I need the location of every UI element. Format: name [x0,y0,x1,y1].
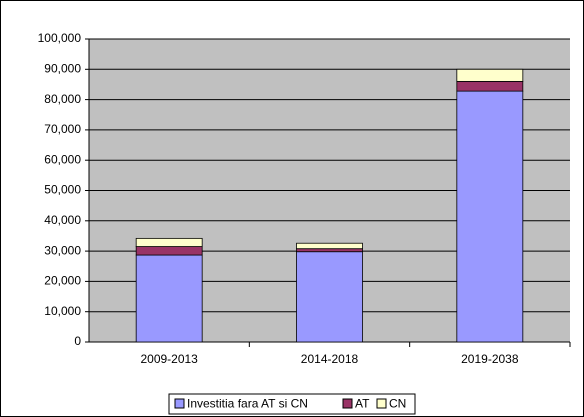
bar-segment [456,68,524,82]
x-tick-label: 2019-2038 [461,352,519,366]
y-tick-label: 30,000 [44,243,81,257]
bar-segment [135,237,203,247]
y-tick-label: 70,000 [44,122,81,136]
bar-segment [456,90,524,343]
legend-box [168,393,416,415]
x-tick-label: 2009-2013 [140,352,198,366]
y-tick-label: 100,000 [38,31,82,45]
y-tick-label: 0 [74,334,81,348]
legend-swatch [376,398,387,409]
legend-label: Investitia fara AT si CN [187,397,308,411]
legend-label: CN [389,397,406,411]
y-tick-label: 10,000 [44,304,81,318]
y-tick-label: 80,000 [44,92,81,106]
bar-segment [456,81,524,92]
y-tick-label: 50,000 [44,183,81,197]
bar-segment [135,246,203,256]
legend-swatch [342,398,353,409]
y-tick-label: 90,000 [44,61,81,75]
bar-segment [296,242,363,250]
x-tick-label: 2014-2018 [301,352,359,366]
y-tick-label: 20,000 [44,274,81,288]
y-tick-label: 40,000 [44,213,81,227]
legend-swatch [174,398,185,409]
bar-segment [296,248,363,253]
legend-label: AT [355,397,370,411]
bar-segment [135,254,203,343]
y-tick-label: 60,000 [44,152,81,166]
bar-segment [296,251,363,343]
